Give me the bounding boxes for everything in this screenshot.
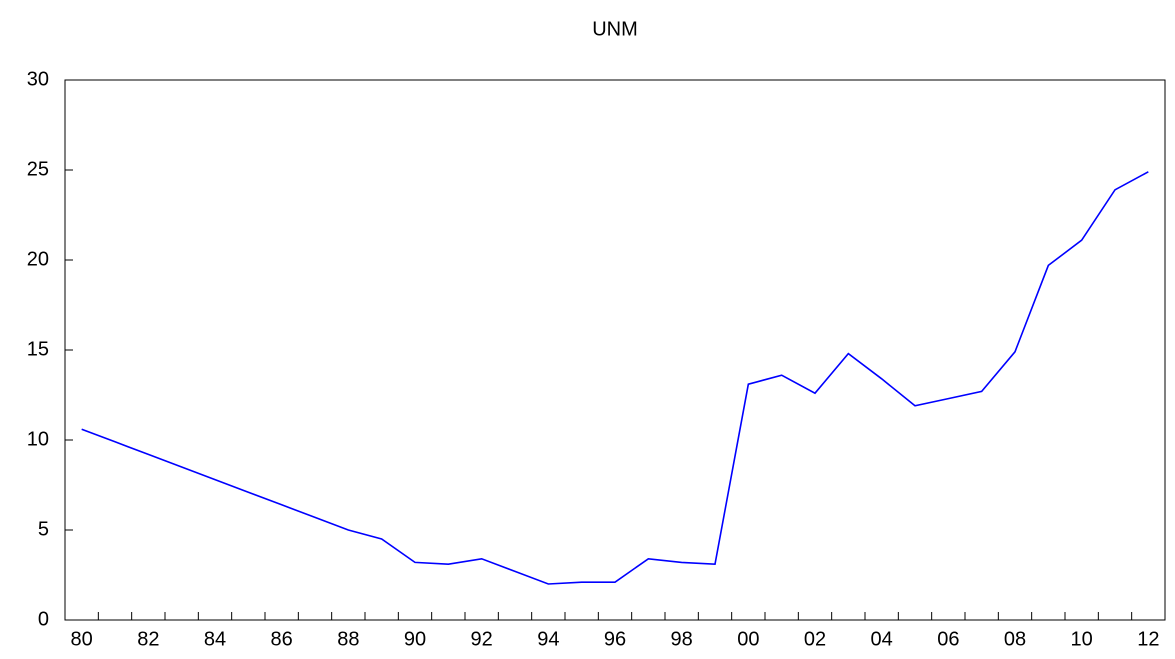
x-tick-label: 90: [404, 628, 426, 650]
x-tick-label: 10: [1071, 628, 1093, 650]
chart-title: UNM: [592, 18, 638, 40]
x-tick-label: 80: [71, 628, 93, 650]
y-tick-label: 25: [27, 158, 49, 180]
x-tick-label: 98: [671, 628, 693, 650]
x-tick-label: 86: [271, 628, 293, 650]
x-tick-label: 88: [337, 628, 359, 650]
y-tick-label: 10: [27, 428, 49, 450]
x-tick-label: 12: [1137, 628, 1159, 650]
y-tick-label: 30: [27, 68, 49, 90]
y-tick-label: 0: [38, 608, 49, 630]
x-tick-label: 06: [937, 628, 959, 650]
x-tick-label: 96: [604, 628, 626, 650]
y-tick-label: 15: [27, 338, 49, 360]
y-tick-label: 5: [38, 518, 49, 540]
x-tick-label: 84: [204, 628, 226, 650]
plot-frame: [64, 79, 1166, 621]
y-tick-label: 20: [27, 248, 49, 270]
x-tick-label: 82: [137, 628, 159, 650]
x-tick-label: 02: [804, 628, 826, 650]
x-tick-label: 04: [871, 628, 893, 650]
x-tick-label: 00: [737, 628, 759, 650]
series-line: [81, 171, 1149, 585]
x-tick-label: 92: [471, 628, 493, 650]
x-tick-label: 94: [537, 628, 559, 650]
x-tick-label: 08: [1004, 628, 1026, 650]
